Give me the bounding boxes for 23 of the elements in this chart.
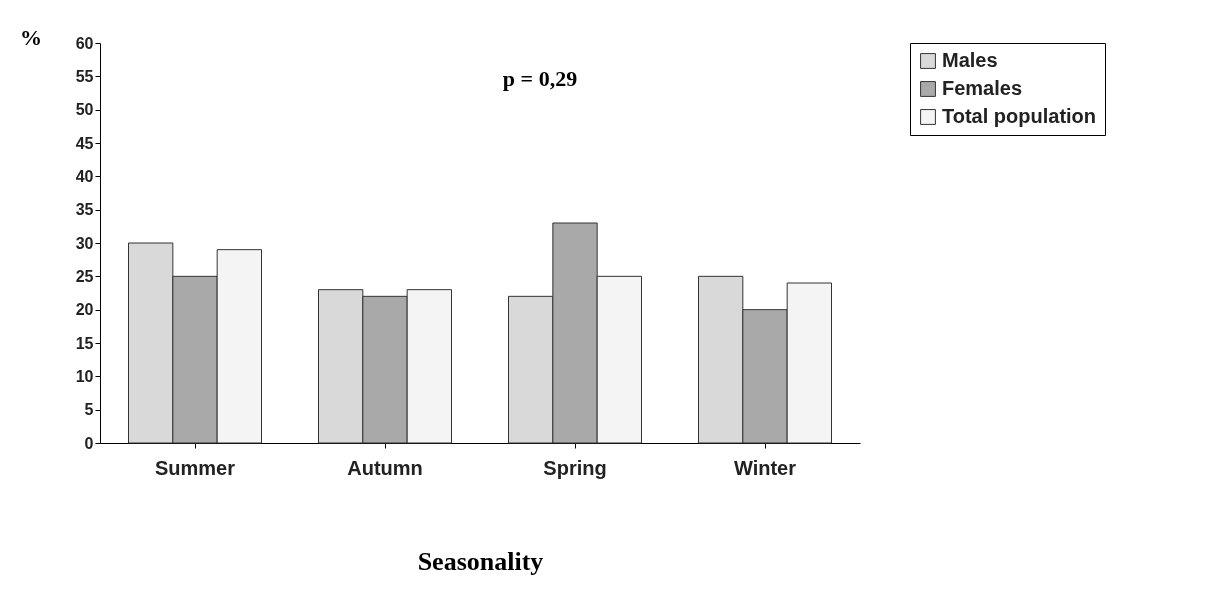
x-tick-label: Spring [543, 456, 607, 479]
x-tick-label: Winter [733, 456, 797, 479]
y-tick-label: 40 [75, 167, 94, 185]
y-tick-label: 35 [75, 201, 94, 219]
legend-label: Females [942, 77, 1023, 99]
y-tick-label: 25 [75, 267, 94, 285]
y-tick-label: 30 [75, 234, 94, 252]
y-tick-label: 20 [75, 301, 94, 319]
x-tick-label: Autumn [347, 456, 423, 479]
y-tick-label: 55 [75, 67, 94, 85]
annotation: p = 0,29 [502, 66, 578, 91]
y-tick-label: 50 [75, 101, 94, 119]
y-axis-title: % [20, 25, 42, 50]
y-tick-label: 45 [75, 134, 94, 152]
x-axis-title: Seasonality [417, 546, 544, 576]
y-tick-label: 5 [84, 401, 94, 419]
legend-label: Males [942, 49, 998, 71]
x-tick-label: Summer [154, 456, 236, 479]
legend-label: Total population [942, 105, 1097, 127]
y-tick-label: 60 [75, 34, 94, 52]
y-tick-label: 15 [75, 334, 94, 352]
y-tick-label: 10 [75, 367, 94, 385]
y-tick-label: 0 [84, 434, 94, 452]
